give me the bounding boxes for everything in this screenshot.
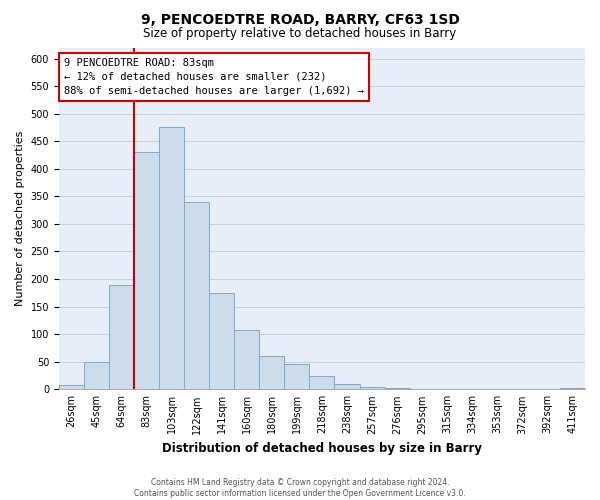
Bar [434,389,460,390]
Text: Contains HM Land Registry data © Crown copyright and database right 2024.
Contai: Contains HM Land Registry data © Crown c… [134,478,466,498]
Bar [184,202,209,390]
Bar [59,385,84,390]
Bar [310,376,334,390]
Bar [359,386,385,390]
Text: 9, PENCOEDTRE ROAD, BARRY, CF63 1SD: 9, PENCOEDTRE ROAD, BARRY, CF63 1SD [140,12,460,26]
Bar [84,362,109,390]
Text: 9 PENCOEDTRE ROAD: 83sqm
← 12% of detached houses are smaller (232)
88% of semi-: 9 PENCOEDTRE ROAD: 83sqm ← 12% of detach… [64,58,364,96]
Bar [284,364,310,390]
Bar [159,128,184,390]
Bar [560,388,585,390]
Bar [259,356,284,390]
Bar [134,152,159,390]
Bar [334,384,359,390]
Y-axis label: Number of detached properties: Number of detached properties [15,130,25,306]
Bar [385,388,410,390]
X-axis label: Distribution of detached houses by size in Barry: Distribution of detached houses by size … [162,442,482,455]
Bar [209,293,234,390]
Text: Size of property relative to detached houses in Barry: Size of property relative to detached ho… [143,28,457,40]
Bar [510,389,535,390]
Bar [410,389,434,390]
Bar [109,284,134,390]
Bar [234,330,259,390]
